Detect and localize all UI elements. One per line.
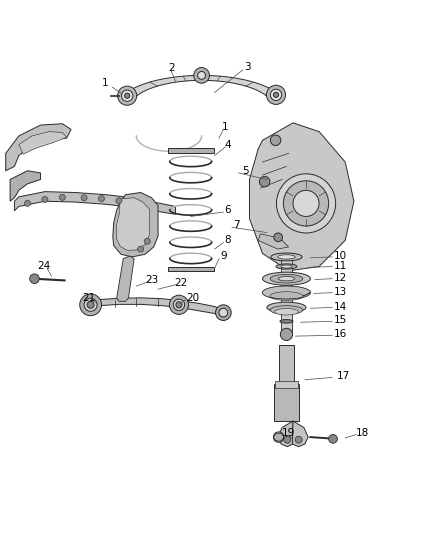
Circle shape (270, 89, 282, 101)
Text: 13: 13 (334, 287, 347, 297)
Text: 8: 8 (224, 236, 231, 245)
Ellipse shape (276, 264, 297, 269)
Circle shape (25, 200, 31, 206)
Circle shape (173, 299, 185, 310)
Circle shape (176, 302, 182, 308)
Polygon shape (10, 171, 41, 201)
Circle shape (42, 197, 48, 203)
Circle shape (215, 305, 231, 320)
Ellipse shape (270, 305, 303, 314)
Text: 17: 17 (336, 371, 350, 381)
Bar (281, 257, 292, 334)
Polygon shape (113, 192, 158, 257)
Circle shape (283, 181, 328, 226)
Circle shape (280, 328, 293, 341)
Polygon shape (117, 198, 149, 251)
Circle shape (295, 436, 302, 443)
Circle shape (266, 85, 286, 104)
Polygon shape (258, 234, 289, 249)
Bar (279, 345, 294, 384)
Polygon shape (293, 421, 308, 447)
Circle shape (328, 434, 337, 443)
Text: 15: 15 (334, 316, 347, 326)
Circle shape (273, 432, 284, 442)
Bar (274, 384, 299, 421)
Polygon shape (6, 124, 71, 171)
Circle shape (116, 198, 122, 204)
Text: 21: 21 (82, 293, 95, 303)
Circle shape (30, 274, 39, 284)
Circle shape (118, 86, 137, 106)
Circle shape (198, 71, 205, 79)
Ellipse shape (271, 253, 302, 261)
Ellipse shape (281, 265, 292, 268)
Text: 2: 2 (168, 63, 174, 73)
Polygon shape (86, 298, 223, 315)
Circle shape (273, 92, 279, 98)
Circle shape (59, 194, 65, 200)
Circle shape (121, 90, 133, 101)
Text: 14: 14 (334, 302, 347, 312)
Text: 6: 6 (224, 205, 231, 215)
Polygon shape (278, 421, 293, 447)
Text: 9: 9 (220, 251, 226, 261)
Circle shape (274, 233, 283, 241)
Polygon shape (117, 256, 134, 301)
Circle shape (170, 295, 188, 314)
Circle shape (81, 195, 87, 201)
Ellipse shape (278, 277, 295, 281)
Circle shape (284, 436, 291, 443)
Circle shape (270, 135, 281, 146)
Ellipse shape (262, 272, 311, 285)
Text: 1: 1 (102, 78, 108, 88)
Polygon shape (14, 192, 176, 214)
Circle shape (194, 68, 209, 83)
Circle shape (259, 176, 270, 187)
Text: 7: 7 (233, 220, 240, 230)
Circle shape (276, 174, 336, 233)
Polygon shape (123, 75, 280, 98)
Polygon shape (262, 286, 311, 301)
Text: 10: 10 (334, 251, 347, 261)
Circle shape (124, 93, 130, 98)
Text: 18: 18 (356, 428, 369, 438)
Text: 24: 24 (37, 261, 51, 271)
Text: 19: 19 (282, 428, 295, 438)
Text: 12: 12 (334, 273, 347, 283)
Ellipse shape (262, 286, 311, 299)
Text: 22: 22 (174, 278, 188, 288)
Polygon shape (168, 266, 214, 271)
Text: 4: 4 (224, 140, 231, 150)
Text: 3: 3 (244, 62, 251, 72)
Ellipse shape (278, 255, 295, 259)
Circle shape (219, 308, 228, 317)
Circle shape (80, 294, 102, 316)
Circle shape (138, 246, 144, 252)
Polygon shape (168, 148, 214, 154)
Ellipse shape (280, 320, 293, 323)
Polygon shape (250, 123, 354, 271)
Ellipse shape (270, 274, 303, 283)
Ellipse shape (275, 309, 298, 315)
Bar (275, 381, 298, 389)
Circle shape (144, 238, 150, 244)
Ellipse shape (267, 302, 306, 313)
Circle shape (293, 190, 319, 216)
Circle shape (99, 196, 105, 201)
Text: 20: 20 (186, 293, 199, 303)
Text: 5: 5 (242, 166, 248, 176)
Polygon shape (19, 132, 67, 154)
Circle shape (84, 298, 97, 311)
Circle shape (87, 301, 94, 308)
Text: 23: 23 (145, 274, 158, 285)
Text: 11: 11 (334, 261, 347, 271)
Text: 1: 1 (222, 122, 229, 132)
Text: 16: 16 (334, 329, 347, 340)
